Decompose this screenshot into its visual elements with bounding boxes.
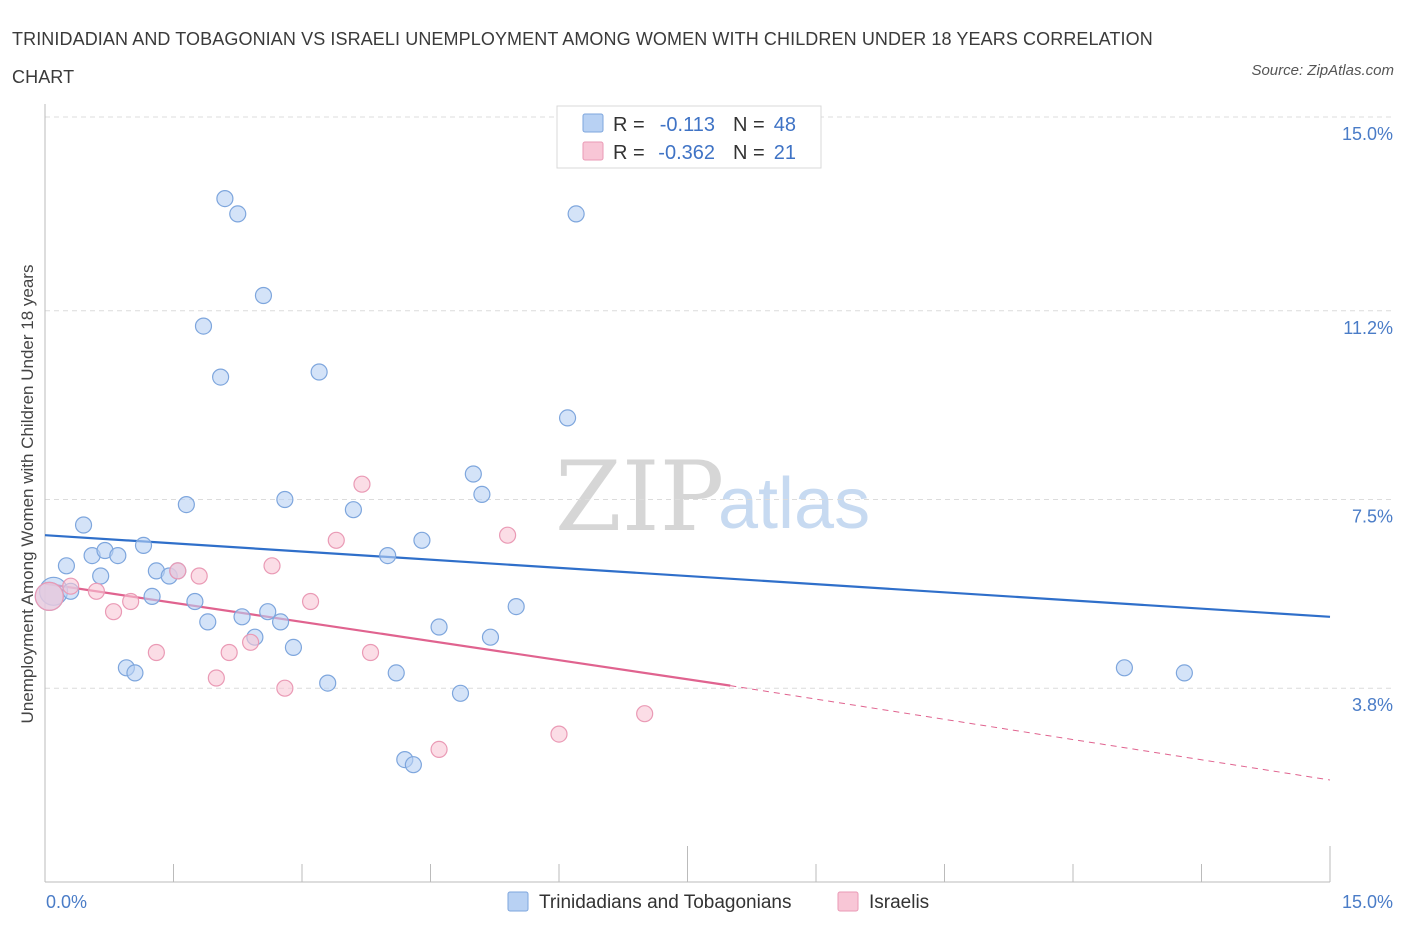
trend-line-israelis-extended <box>730 685 1331 781</box>
trinidadians-point-15 <box>177 496 195 514</box>
trinidadians-point-30 <box>319 674 337 692</box>
trinidadians-point-7 <box>109 546 127 565</box>
series-legend-label-pink: Israelis <box>869 892 929 913</box>
legend-swatch-pink <box>582 141 604 161</box>
trinidadians-point-27 <box>276 490 294 509</box>
legend-n-label-1: N = <box>733 114 765 136</box>
israelis-point-7 <box>190 567 208 585</box>
israelis-point-15 <box>353 475 371 493</box>
israelis-point-14 <box>327 531 345 549</box>
stats-legend: R = -0.113 N = 48 R = -0.362 N = 21 <box>556 105 822 169</box>
israelis-point-20 <box>636 705 654 723</box>
trinidadians-point-37 <box>430 618 448 636</box>
israelis-point-11 <box>263 557 281 575</box>
trinidadians-point-42 <box>507 597 525 616</box>
y-axis-label: Unemployment Among Women with Children U… <box>18 265 37 724</box>
israelis-point-3 <box>104 603 123 621</box>
israelis-point-10 <box>242 633 260 651</box>
legend-swatch-blue <box>582 113 604 133</box>
trinidadians-point-45 <box>1115 659 1134 677</box>
data-points <box>34 190 1193 774</box>
trinidadians-point-31 <box>344 501 362 519</box>
israelis-point-16 <box>361 643 380 662</box>
israelis-point-9 <box>220 643 238 662</box>
grid-lines <box>45 116 1395 689</box>
watermark-atlas: atlas <box>718 464 870 544</box>
trinidadians-point-3 <box>74 516 93 534</box>
y-tick-label-0: 3.8% <box>1352 695 1393 715</box>
trinidadians-point-22 <box>233 608 251 626</box>
trinidadians-point-41 <box>481 628 500 646</box>
trinidadians-point-43 <box>558 409 577 427</box>
israelis-point-2 <box>87 582 106 600</box>
trinidadians-point-9 <box>126 664 144 682</box>
series-legend: Trinidadians and Tobagonians Israelis <box>507 891 929 913</box>
israelis-point-17 <box>430 740 448 759</box>
chart-title: TRINIDADIAN AND TOBAGONIAN VS ISRAELI UN… <box>12 29 1153 87</box>
trinidadians-point-1 <box>57 557 76 575</box>
trinidadians-point-38 <box>451 684 470 702</box>
israelis-point-5 <box>147 643 165 662</box>
israelis-point-8 <box>207 669 225 687</box>
trinidadians-point-18 <box>199 613 217 631</box>
trinidadians-point-25 <box>259 603 277 621</box>
israelis-point-0 <box>34 581 64 612</box>
trinidadians-point-21 <box>229 205 247 223</box>
legend-r-value-1: -0.113 <box>660 114 715 136</box>
israelis-point-12 <box>276 679 294 697</box>
trinidadians-point-11 <box>143 587 161 606</box>
israelis-point-19 <box>550 725 568 743</box>
series-legend-swatch-pink <box>837 891 859 912</box>
legend-r-value-2: -0.362 <box>658 142 715 164</box>
tick-labels: 3.8% 7.5% 11.2% 15.0% 0.0% 15.0% <box>46 124 1393 912</box>
legend-r-label-2: R = <box>613 142 645 164</box>
y-tick-label-1: 7.5% <box>1352 507 1393 527</box>
watermark-zip: ZIP <box>555 441 724 553</box>
israelis-point-18 <box>499 526 517 544</box>
trinidadians-point-40 <box>473 485 491 503</box>
legend-n-value-1: 48 <box>774 114 796 136</box>
trinidadians-point-29 <box>310 363 328 381</box>
trinidadians-point-26 <box>271 613 290 631</box>
x-tick-label-0: 0.0% <box>46 892 87 912</box>
israelis-point-13 <box>301 592 320 611</box>
trinidadians-point-16 <box>186 592 204 611</box>
y-tick-label-3: 15.0% <box>1342 124 1393 144</box>
trinidadians-point-28 <box>284 638 303 657</box>
chart-source: Source: ZipAtlas.com <box>1251 62 1394 79</box>
trend-line-trinidadians <box>44 534 1331 618</box>
axes <box>44 104 1331 883</box>
trend-lines <box>44 534 1331 781</box>
legend-n-value-2: 21 <box>774 142 796 164</box>
trinidadians-point-39 <box>464 465 482 483</box>
trinidadians-point-5 <box>92 567 110 585</box>
trinidadians-point-36 <box>413 531 431 549</box>
trinidadians-point-17 <box>194 317 213 335</box>
trinidadians-point-46 <box>1175 664 1193 682</box>
trinidadians-point-35 <box>404 756 422 774</box>
trinidadians-point-10 <box>134 536 153 555</box>
series-legend-swatch-blue <box>507 891 529 912</box>
israelis-point-6 <box>169 562 187 580</box>
trinidadians-point-44 <box>567 205 585 223</box>
series-legend-label-blue: Trinidadians and Tobagonians <box>539 892 791 913</box>
trinidadians-point-19 <box>212 368 230 386</box>
trinidadians-point-24 <box>254 286 273 305</box>
legend-n-label-2: N = <box>733 142 765 164</box>
y-tick-label-2: 11.2% <box>1343 318 1393 338</box>
legend-r-label-1: R = <box>613 114 645 136</box>
trinidadians-point-20 <box>216 190 234 208</box>
trinidadians-point-33 <box>387 664 405 682</box>
trinidadians-point-32 <box>379 546 397 565</box>
israelis-point-4 <box>122 592 140 611</box>
israelis-point-1 <box>62 577 80 595</box>
x-tick-label-1: 15.0% <box>1342 892 1393 912</box>
